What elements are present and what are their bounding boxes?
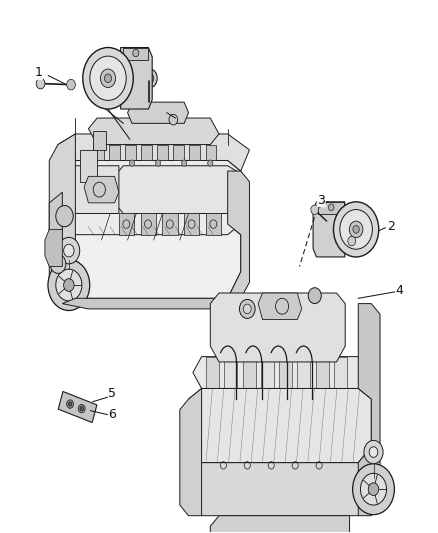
Text: 3: 3 [318, 193, 325, 207]
Polygon shape [45, 229, 62, 266]
Polygon shape [297, 357, 311, 389]
Polygon shape [119, 214, 134, 235]
Polygon shape [205, 144, 216, 160]
Circle shape [68, 402, 72, 406]
Polygon shape [49, 134, 75, 298]
Polygon shape [224, 357, 237, 389]
Polygon shape [279, 357, 292, 389]
Polygon shape [49, 192, 62, 256]
Polygon shape [127, 102, 188, 123]
Polygon shape [180, 389, 201, 516]
Polygon shape [62, 224, 241, 298]
Circle shape [48, 260, 90, 311]
Polygon shape [313, 202, 345, 257]
Circle shape [129, 160, 134, 166]
Polygon shape [62, 298, 228, 309]
Circle shape [328, 204, 334, 211]
Text: 4: 4 [396, 284, 403, 297]
Circle shape [308, 288, 321, 304]
Circle shape [50, 254, 66, 273]
Polygon shape [62, 160, 241, 235]
Circle shape [133, 50, 139, 56]
Polygon shape [189, 144, 200, 160]
Text: 2: 2 [387, 220, 395, 233]
Circle shape [353, 225, 359, 233]
Circle shape [333, 202, 379, 257]
Polygon shape [80, 150, 97, 182]
Circle shape [240, 300, 255, 318]
Polygon shape [184, 214, 199, 235]
Polygon shape [243, 357, 255, 389]
Circle shape [78, 405, 85, 413]
Circle shape [360, 473, 387, 505]
Polygon shape [193, 357, 367, 389]
Circle shape [364, 440, 383, 464]
Circle shape [141, 69, 157, 88]
Polygon shape [228, 171, 250, 298]
Circle shape [80, 407, 83, 411]
Polygon shape [318, 202, 344, 214]
Circle shape [348, 236, 356, 246]
Polygon shape [141, 144, 152, 160]
Circle shape [56, 269, 82, 301]
Circle shape [350, 221, 363, 238]
Text: 5: 5 [108, 387, 117, 400]
Polygon shape [115, 166, 237, 214]
Circle shape [64, 279, 74, 292]
Polygon shape [120, 47, 152, 109]
Text: 6: 6 [109, 408, 117, 422]
Polygon shape [173, 144, 184, 160]
Polygon shape [206, 214, 221, 235]
Polygon shape [93, 144, 104, 160]
Circle shape [83, 47, 133, 109]
Circle shape [353, 464, 394, 515]
Circle shape [369, 447, 378, 457]
Polygon shape [316, 357, 328, 389]
Polygon shape [125, 144, 136, 160]
Polygon shape [261, 357, 274, 389]
Circle shape [67, 400, 74, 408]
Polygon shape [84, 176, 119, 203]
Polygon shape [206, 357, 219, 389]
Polygon shape [123, 47, 148, 60]
Polygon shape [157, 144, 168, 160]
Polygon shape [334, 357, 347, 389]
Polygon shape [188, 463, 371, 516]
Polygon shape [62, 166, 119, 214]
Polygon shape [162, 214, 178, 235]
Polygon shape [141, 214, 156, 235]
Circle shape [208, 160, 213, 166]
Circle shape [90, 56, 126, 100]
Circle shape [56, 206, 73, 227]
Circle shape [311, 205, 319, 215]
Circle shape [67, 79, 75, 90]
Polygon shape [58, 134, 250, 171]
Circle shape [145, 73, 154, 84]
Polygon shape [93, 131, 106, 150]
Polygon shape [188, 389, 371, 463]
Polygon shape [210, 516, 350, 533]
Circle shape [36, 78, 45, 89]
Circle shape [340, 209, 372, 249]
Circle shape [64, 244, 74, 257]
Circle shape [58, 237, 80, 264]
Circle shape [105, 74, 112, 83]
Text: 1: 1 [35, 67, 42, 79]
Circle shape [169, 114, 178, 125]
Polygon shape [109, 144, 120, 160]
Polygon shape [58, 391, 97, 423]
Circle shape [368, 483, 379, 496]
Circle shape [155, 160, 161, 166]
Circle shape [100, 69, 116, 87]
Polygon shape [88, 118, 219, 144]
Circle shape [182, 160, 187, 166]
Polygon shape [358, 304, 380, 516]
Polygon shape [258, 293, 302, 319]
Polygon shape [210, 293, 345, 362]
Circle shape [244, 304, 251, 314]
